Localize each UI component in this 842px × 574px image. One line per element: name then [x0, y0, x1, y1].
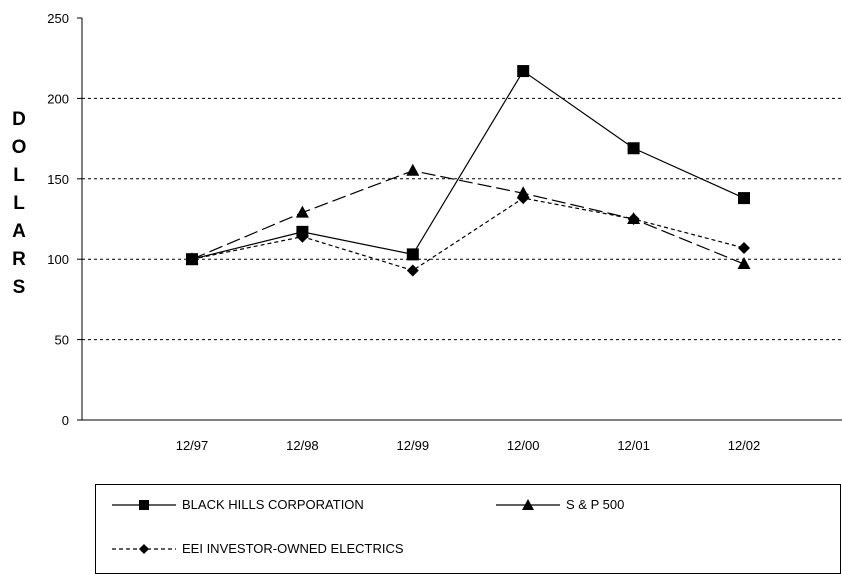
x-tick-label: 12/99 [397, 438, 430, 453]
y-tick-labels: 0 50 100 150 200 250 [47, 11, 82, 428]
data-point [296, 230, 309, 243]
y-tick-label: 200 [47, 91, 69, 106]
y-axis-label-letter: O [12, 137, 27, 158]
data-point [406, 163, 420, 176]
series-line [191, 197, 745, 272]
legend-item-black-hills: BLACK HILLS CORPORATION [110, 497, 364, 512]
series-line [191, 70, 745, 260]
legend-item-eei: EEI INVESTOR-OWNED ELECTRICS [110, 541, 404, 556]
series-line [191, 170, 745, 265]
data-point [517, 192, 530, 205]
data-point [406, 264, 419, 277]
y-tick-label: 100 [47, 252, 69, 267]
x-tick-label: 12/02 [728, 438, 761, 453]
series-1 [185, 163, 751, 270]
data-point [627, 213, 640, 225]
legend-item-sp500: S & P 500 [494, 497, 624, 512]
y-tick-label: 150 [47, 172, 69, 187]
legend-label-sp500: S & P 500 [566, 497, 625, 512]
x-tick-label: 12/00 [507, 438, 540, 453]
y-axis-label-letter: L [13, 193, 25, 214]
legend-swatch-black-hills [112, 499, 176, 510]
data-point [406, 248, 419, 261]
legend: BLACK HILLS CORPORATION S & P 500 EEI IN… [95, 484, 841, 574]
x-tick-labels: 12/97 12/98 12/99 12/00 12/01 12/02 [176, 438, 761, 453]
y-axis-label-letter: A [12, 221, 26, 242]
line-chart: 0 50 100 150 200 250 12/97 12/98 12/99 12/00 12/0… [12, 11, 842, 453]
y-tick-label: 50 [55, 333, 69, 348]
data-point [738, 241, 750, 254]
series-2 [186, 192, 750, 277]
data-point [517, 65, 530, 78]
y-axis-label-letter: S [13, 277, 26, 298]
x-tick-label: 12/98 [286, 438, 319, 453]
data-point [737, 257, 751, 270]
legend-swatch-eei [112, 543, 176, 554]
legend-label-eei: EEI INVESTOR-OWNED ELECTRICS [182, 541, 404, 556]
data-point [295, 205, 309, 218]
series-0 [186, 65, 750, 266]
y-tick-label: 250 [47, 11, 69, 26]
x-tick-label: 12/97 [176, 438, 209, 453]
data-point [627, 142, 640, 155]
data-point [738, 192, 750, 205]
x-tick-label: 12/01 [617, 438, 650, 453]
legend-label-black-hills: BLACK HILLS CORPORATION [182, 497, 364, 512]
gridlines [82, 97, 842, 341]
y-axis-label-letter: L [13, 165, 25, 186]
y-axis-label-letter: D [12, 109, 26, 130]
y-tick-label: 0 [62, 413, 69, 428]
legend-swatch-sp500 [496, 498, 560, 510]
data-point [186, 253, 198, 266]
series-layer [185, 65, 751, 277]
y-axis-label-letter: R [12, 249, 26, 270]
